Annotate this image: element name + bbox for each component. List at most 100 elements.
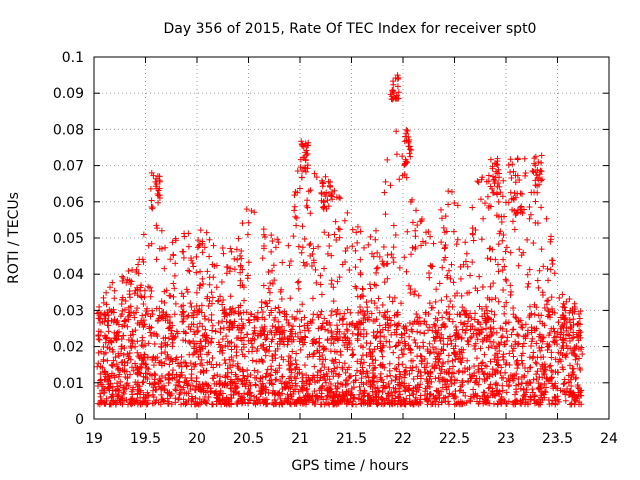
data-point (529, 386, 536, 393)
data-point (429, 344, 436, 351)
data-point (381, 333, 388, 340)
data-point (166, 370, 173, 377)
x-axis-label: GPS time / hours (291, 458, 408, 474)
data-point (452, 388, 459, 395)
data-point (386, 338, 393, 345)
data-point (492, 345, 499, 352)
data-point (511, 372, 518, 379)
data-point (373, 400, 380, 407)
data-point (541, 394, 548, 401)
data-point (439, 359, 446, 366)
data-point (510, 311, 517, 318)
data-point (202, 389, 209, 396)
data-point (533, 325, 540, 332)
data-point (449, 357, 456, 364)
data-point (242, 383, 249, 390)
data-point (417, 375, 424, 382)
data-point (418, 242, 425, 249)
data-point (100, 356, 107, 363)
data-point (421, 318, 428, 325)
data-point (507, 169, 514, 176)
data-point (233, 343, 240, 350)
data-point (486, 370, 493, 377)
data-point (276, 331, 283, 338)
data-point (359, 344, 366, 351)
data-point (301, 400, 308, 407)
data-point (548, 325, 555, 332)
data-point (158, 385, 165, 392)
y-tick-label: 0 (75, 412, 84, 428)
data-point (124, 323, 131, 330)
data-point (299, 385, 306, 392)
data-point (112, 387, 119, 394)
data-point (368, 310, 375, 317)
data-point (232, 382, 239, 389)
data-point (309, 337, 316, 344)
data-point (475, 368, 482, 375)
data-point (230, 392, 237, 399)
data-point (311, 388, 318, 395)
data-point (513, 382, 520, 389)
data-point (378, 394, 385, 401)
data-point (226, 311, 233, 318)
data-point (101, 399, 108, 406)
data-point (209, 375, 216, 382)
data-point (140, 317, 147, 324)
data-point (299, 337, 306, 344)
data-point (209, 327, 216, 334)
data-point (262, 401, 269, 408)
data-point (302, 334, 309, 341)
data-point (280, 356, 287, 363)
data-point (445, 383, 452, 390)
data-point (134, 338, 141, 345)
data-point (569, 365, 576, 372)
data-point (414, 353, 421, 360)
data-point (568, 383, 575, 390)
chart-title: Day 356 of 2015, Rate Of TEC Index for r… (164, 21, 537, 37)
data-point (407, 347, 414, 354)
data-point (371, 346, 378, 353)
data-point (534, 354, 541, 361)
data-point (292, 380, 299, 387)
data-point (257, 330, 264, 337)
data-point (158, 350, 165, 357)
data-point (572, 375, 579, 382)
data-point (152, 399, 159, 406)
data-point (247, 337, 254, 344)
data-point (224, 365, 231, 372)
data-point (403, 327, 410, 334)
data-point (401, 374, 408, 381)
data-point (534, 368, 541, 375)
data-point (254, 309, 261, 316)
data-point (125, 353, 132, 360)
data-point (521, 365, 528, 372)
data-point (311, 401, 318, 408)
data-point (124, 359, 131, 366)
x-tick-label: 19 (85, 431, 103, 447)
data-point (496, 347, 503, 354)
data-point (289, 396, 296, 403)
data-point (291, 374, 298, 381)
data-point (515, 318, 522, 325)
data-point (326, 388, 333, 395)
data-point (478, 365, 485, 372)
data-point (452, 356, 459, 363)
x-tick-label: 21 (291, 431, 309, 447)
data-point (530, 376, 537, 383)
data-point (238, 337, 245, 344)
data-point (132, 360, 139, 367)
data-point (443, 386, 450, 393)
data-point (421, 355, 428, 362)
data-point (180, 309, 187, 316)
data-point (360, 381, 367, 388)
data-point (204, 359, 211, 366)
data-point (275, 392, 282, 399)
data-point (197, 227, 204, 234)
data-point (218, 401, 225, 408)
data-point (544, 340, 551, 347)
data-point (567, 376, 574, 383)
data-point (570, 316, 577, 323)
data-point (533, 376, 540, 383)
data-point (144, 401, 151, 408)
data-point (166, 313, 173, 320)
